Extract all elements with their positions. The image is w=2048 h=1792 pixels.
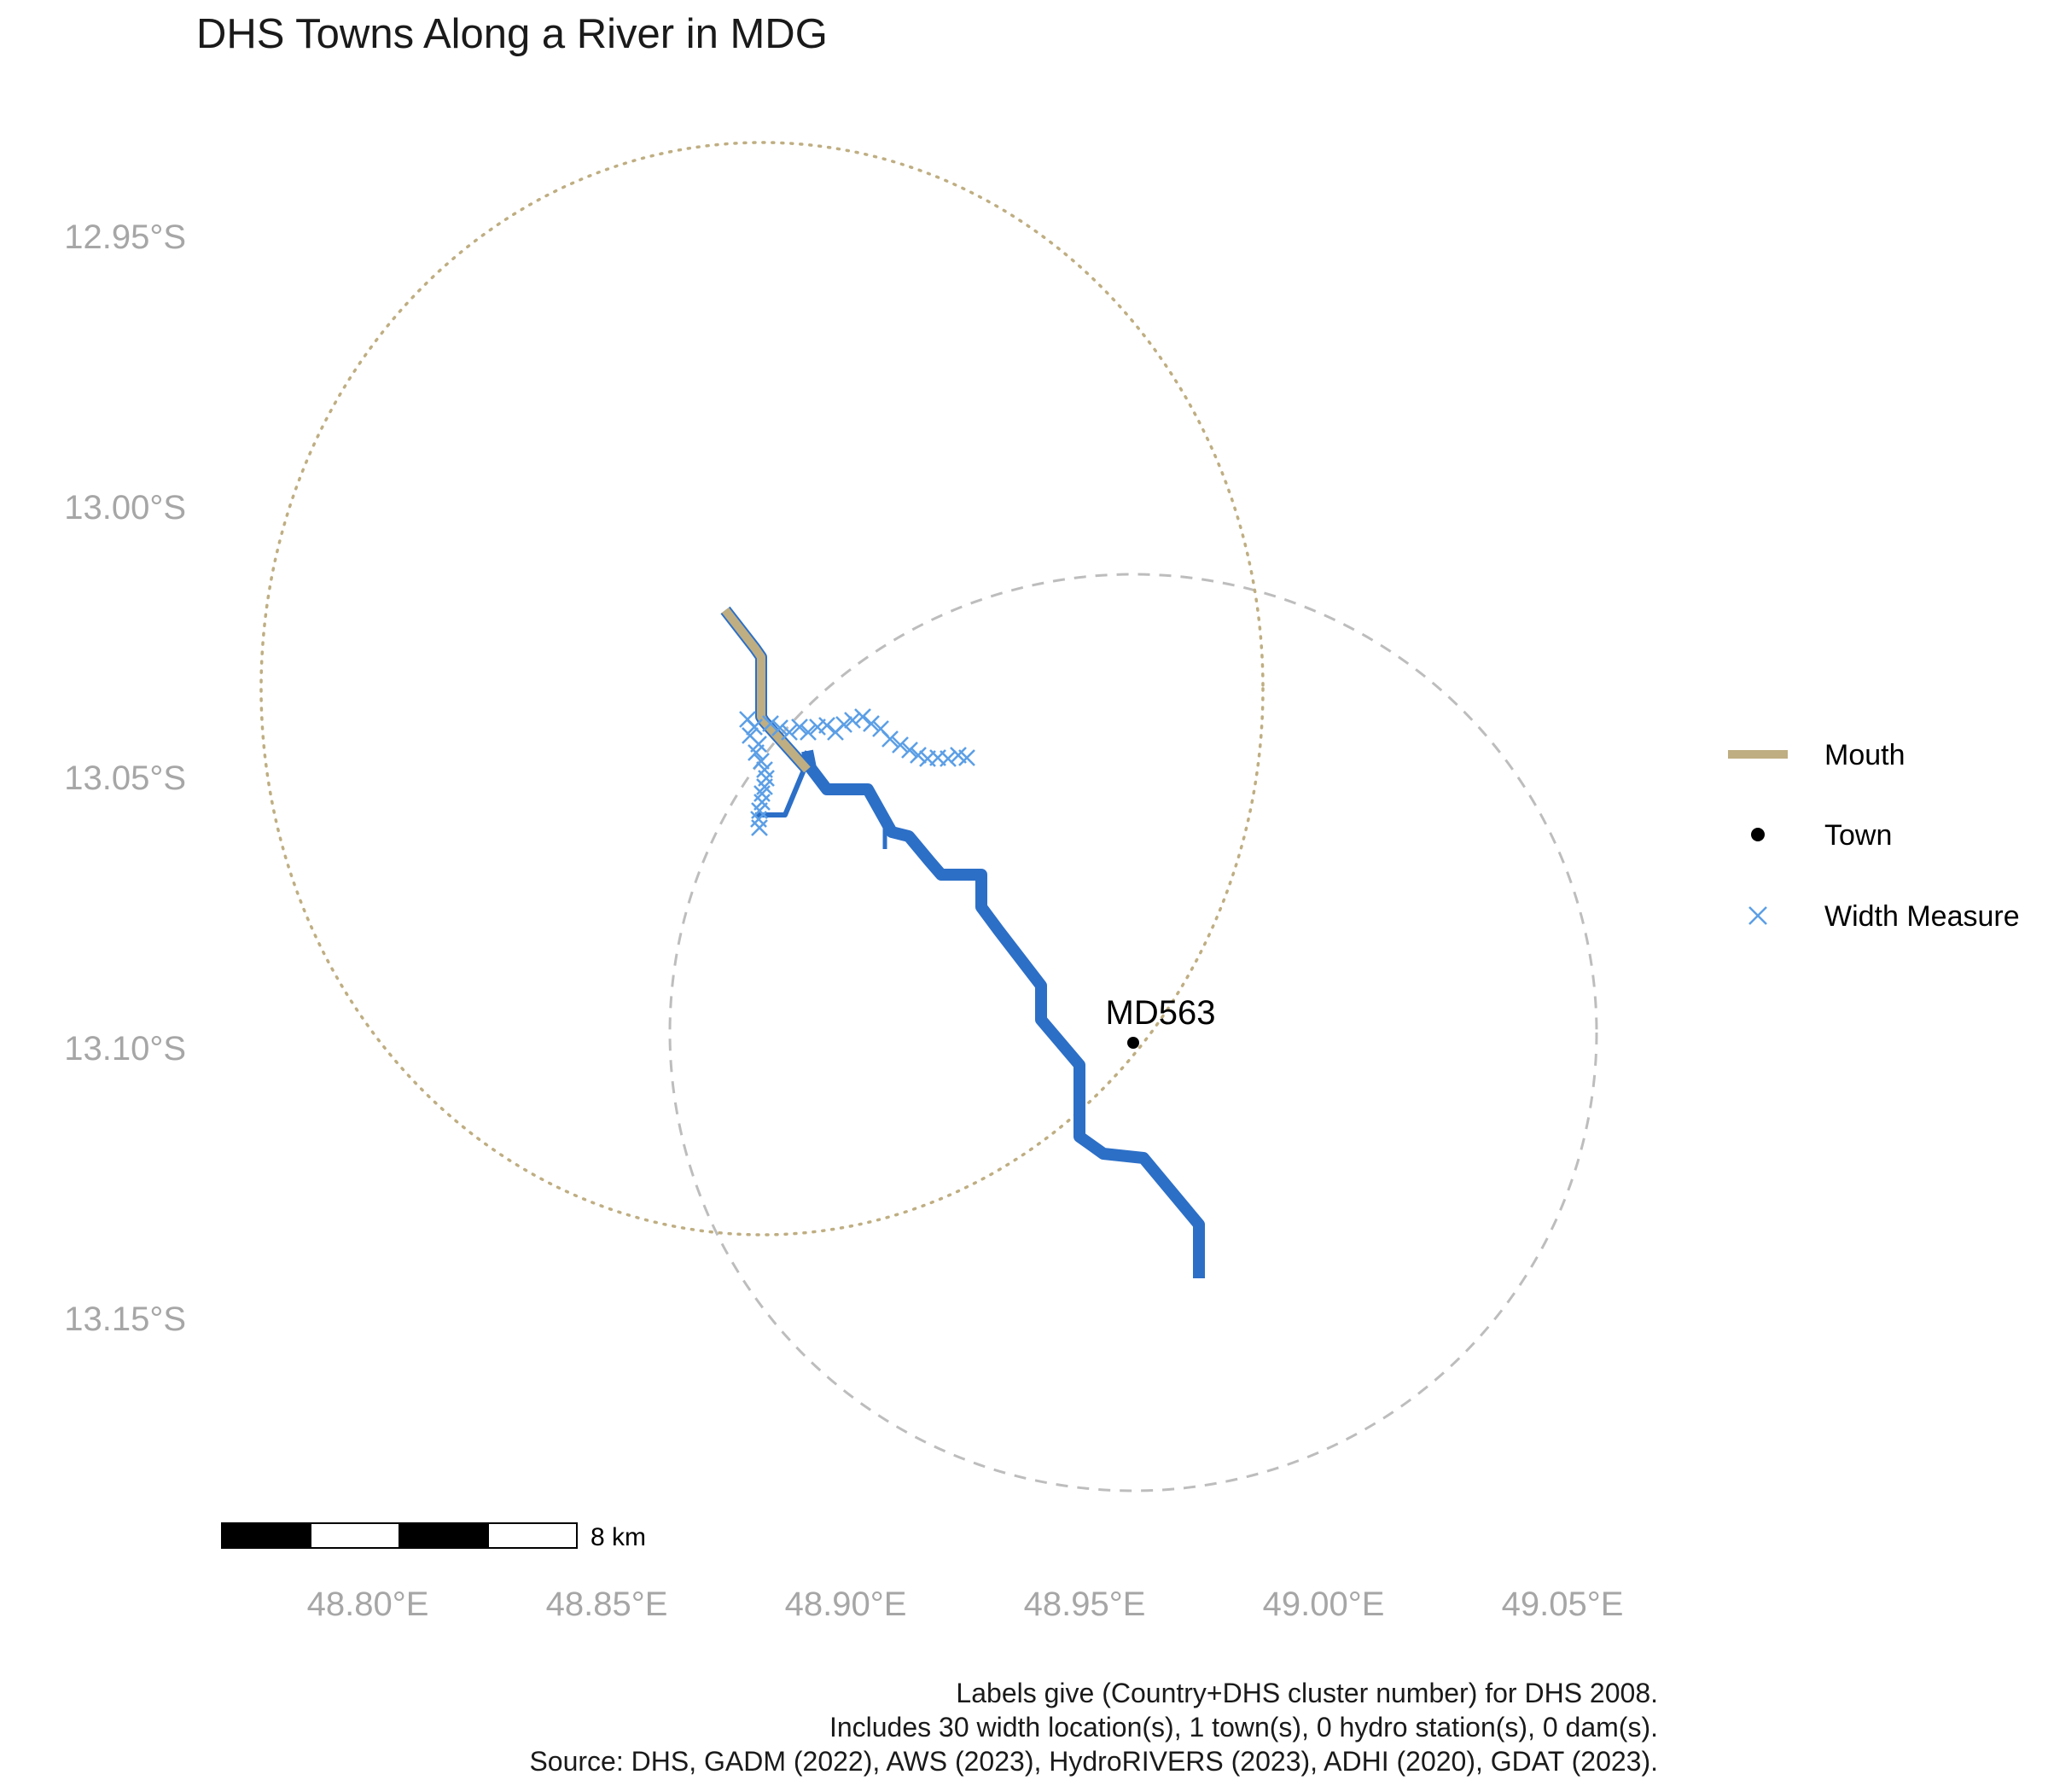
- width-measure-marker: [901, 742, 918, 759]
- legend-mouth-label: Mouth: [1824, 739, 1905, 771]
- width-measure-marker: [753, 753, 770, 770]
- map-title: DHS Towns Along a River in MDG: [196, 11, 828, 57]
- width-measure-marker: [791, 719, 808, 736]
- width-measure-marker: [746, 719, 763, 736]
- legend-width-label: Width Measure: [1824, 900, 2020, 933]
- width-measure-marker: [781, 724, 798, 741]
- x-tick-label: 48.90°E: [785, 1585, 907, 1623]
- scale-bar: 8 km: [221, 1522, 646, 1551]
- caption-line: Source: DHS, GADM (2022), AWS (2023), Hy…: [529, 1746, 1658, 1777]
- width-measure-marker: [940, 750, 957, 767]
- caption-line: Labels give (Country+DHS cluster number)…: [956, 1678, 1658, 1708]
- width-measure-marker: [835, 716, 852, 733]
- scale-segment: [221, 1522, 311, 1549]
- mouth-buffer-circle: [259, 141, 1265, 1236]
- width-measure-marker: [800, 724, 817, 741]
- legend-town-label: Town: [1824, 819, 1892, 852]
- y-tick-label: 13.15°S: [64, 1300, 186, 1338]
- legend-width-swatch: [1748, 906, 1767, 925]
- width-measure-marker: [753, 785, 771, 802]
- mouth-segment: [722, 607, 811, 773]
- scale-segment: [310, 1522, 400, 1549]
- caption-line: Includes 30 width location(s), 1 town(s)…: [829, 1712, 1658, 1743]
- legend: Mouth Town Width Measure: [1728, 739, 2020, 933]
- river-main-stem: [801, 749, 1205, 1278]
- x-tick-label: 48.80°E: [307, 1585, 429, 1623]
- town-buffer-circle: [668, 573, 1598, 1492]
- x-tick-label: 49.05°E: [1502, 1585, 1624, 1623]
- mouth-outline: [720, 606, 812, 774]
- width-measure-marker: [910, 747, 927, 764]
- y-tick-label: 13.00°S: [64, 489, 186, 527]
- town-point-md563: [1127, 1037, 1139, 1049]
- width-measure-marker: [863, 715, 880, 732]
- width-measure-marker: [844, 712, 861, 729]
- y-tick-label: 13.10°S: [64, 1030, 186, 1068]
- x-tick-label: 48.95°E: [1024, 1585, 1146, 1623]
- width-measure-marker: [881, 730, 899, 748]
- x-tick-label: 48.85°E: [546, 1585, 668, 1623]
- width-measure-marker: [958, 749, 975, 766]
- town-label-md563: MD563: [1106, 994, 1216, 1032]
- width-measure-marker: [854, 708, 871, 725]
- scale-segment: [487, 1522, 578, 1549]
- scale-segment: [399, 1522, 489, 1549]
- width-measure-marker: [751, 819, 768, 836]
- width-measure-markers: [739, 708, 975, 836]
- y-tick-label: 13.05°S: [64, 759, 186, 797]
- legend-town-swatch: [1751, 828, 1765, 841]
- width-measure-marker: [892, 736, 909, 753]
- width-measure-marker: [771, 719, 788, 736]
- width-measure-marker: [818, 717, 835, 734]
- width-measure-marker: [748, 744, 765, 761]
- y-tick-label: 12.95°S: [64, 218, 186, 256]
- x-tick-label: 49.00°E: [1263, 1585, 1385, 1623]
- width-measure-marker: [762, 715, 779, 732]
- scale-bar-label: 8 km: [591, 1523, 646, 1551]
